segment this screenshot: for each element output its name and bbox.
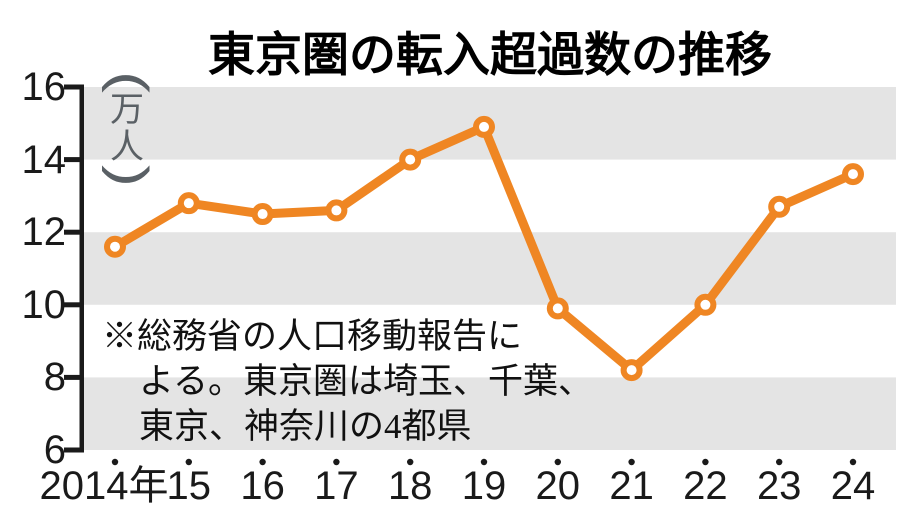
x-tick-label: 24 [830, 464, 876, 508]
x-axis-tick-dot [702, 458, 709, 466]
y-axis-tick [64, 157, 84, 163]
y-tick-label: 10 [21, 282, 67, 327]
x-axis-tick-dot [111, 458, 119, 466]
data-point-marker [620, 359, 643, 382]
data-point-marker [251, 203, 274, 226]
x-tick-label: 19 [461, 464, 507, 508]
data-line [112, 122, 855, 375]
unit-char-nin: 人 [110, 128, 144, 166]
x-tick-label: 18 [387, 464, 433, 508]
data-point-marker [325, 199, 348, 222]
unit-char-man: 万 [110, 91, 144, 129]
y-axis-unit: ( 万 人 ) [98, 71, 157, 187]
data-point-marker [399, 148, 422, 171]
x-axis-tick-dot [628, 458, 635, 466]
chart-title: 東京圏の転入超過数の推移 [208, 28, 772, 81]
x-tick-label: 2014年 [39, 464, 169, 508]
x-tick-label: 21 [609, 464, 654, 508]
x-tick-label: 15 [166, 464, 212, 508]
x-tick-label: 22 [683, 464, 728, 508]
x-tick-label: 16 [240, 464, 285, 508]
x-axis-tick-dot [554, 458, 561, 466]
x-axis-tick-dot [776, 458, 783, 466]
data-point-marker [768, 195, 791, 218]
annotation-line-3: 東京、神奈川の4都県 [139, 407, 472, 446]
source-annotation: ※総務省の人口移動報告に よる。東京圏は埼玉、千葉、 東京、神奈川の4都県 [102, 314, 593, 449]
y-tick-label: 6 [43, 428, 66, 472]
y-tick-label: 8 [43, 355, 66, 400]
x-tick-label: 23 [756, 464, 802, 508]
grid-band [84, 232, 896, 305]
y-axis-tick [64, 302, 84, 308]
y-tick-label: 12 [21, 210, 67, 255]
x-axis-tick-dot [407, 458, 414, 466]
data-point-marker [842, 163, 864, 186]
annotation-line-2: よる。東京圏は埼玉、千葉、 [139, 362, 593, 401]
y-tick-label: 14 [21, 137, 67, 182]
grid-band [84, 377, 896, 450]
x-axis-tick-dot [333, 458, 340, 466]
data-point-marker [104, 235, 126, 258]
data-point-marker [546, 297, 569, 320]
annotation-line-1: ※総務省の人口移動報告に [102, 317, 523, 356]
data-point-marker [177, 192, 200, 215]
y-axis-line [79, 84, 84, 453]
y-axis-tick [64, 447, 84, 453]
x-tick-label: 20 [535, 464, 581, 508]
data-point-marker [694, 293, 717, 316]
y-tick-label: 16 [21, 65, 67, 109]
x-axis-tick-dot [849, 458, 857, 466]
x-axis-tick-dot [259, 458, 266, 466]
x-axis-tick-dot [185, 458, 192, 466]
x-tick-label: 17 [314, 464, 359, 508]
y-axis-tick [64, 229, 84, 235]
y-axis-tick [64, 374, 84, 380]
y-axis-tick [64, 84, 84, 90]
x-axis-tick-dot [480, 458, 488, 466]
data-point-marker [473, 115, 495, 138]
